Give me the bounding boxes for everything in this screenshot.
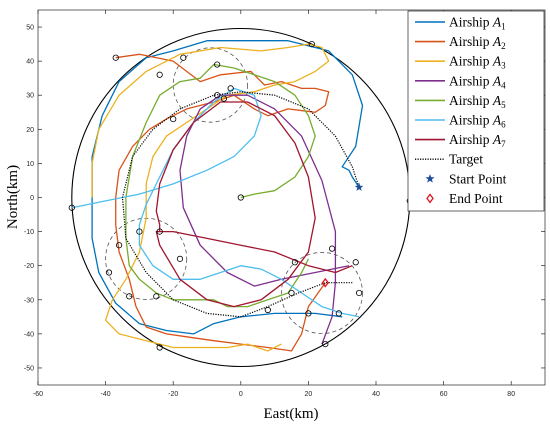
waypoint-marker-20 bbox=[352, 259, 359, 266]
x-axis-label: East(km) bbox=[264, 406, 319, 422]
legend-label: Airship A4 bbox=[449, 73, 506, 90]
waypoint-marker-7 bbox=[220, 95, 227, 102]
waypoint-marker-11 bbox=[237, 194, 244, 201]
x-tick-label: 0 bbox=[239, 391, 243, 398]
y-tick-label: 0 bbox=[30, 195, 34, 202]
waypoint-marker-26 bbox=[305, 310, 312, 317]
waypoint-marker-9 bbox=[170, 115, 177, 123]
waypoint-marker-22 bbox=[153, 293, 160, 300]
x-tick-label: 40 bbox=[372, 391, 380, 398]
y-tick-label: 10 bbox=[26, 161, 34, 168]
waypoint-marker-6 bbox=[227, 85, 234, 92]
waypoint-marker-14 bbox=[156, 228, 163, 235]
waypoint-marker-27 bbox=[335, 310, 342, 317]
series-airship-7 bbox=[155, 101, 353, 308]
legend-label: Airship A1 bbox=[449, 15, 506, 32]
y-tick-label: -30 bbox=[24, 297, 34, 304]
legend-label: Airship A5 bbox=[449, 93, 506, 110]
x-tick-label: 80 bbox=[507, 391, 515, 398]
dashed-circle-3 bbox=[280, 251, 363, 334]
waypoint-marker-3 bbox=[214, 61, 221, 68]
waypoint-marker-5 bbox=[156, 71, 163, 78]
waypoint-marker-19 bbox=[328, 245, 336, 252]
y-tick-label: 40 bbox=[26, 59, 34, 66]
waypoint-marker-15 bbox=[116, 242, 123, 249]
legend-label: Target bbox=[449, 152, 483, 167]
x-tick-label: -40 bbox=[101, 391, 111, 398]
waypoint-marker-13 bbox=[136, 228, 143, 235]
series-airship-6 bbox=[71, 87, 360, 318]
waypoint-marker-17 bbox=[105, 269, 113, 276]
legend-star-swatch bbox=[425, 174, 435, 183]
dashed-circle-1 bbox=[172, 47, 248, 123]
waypoint-marker-2 bbox=[180, 54, 187, 61]
x-tick-label: -20 bbox=[168, 391, 178, 398]
data-layer bbox=[68, 27, 413, 368]
series-airship-4 bbox=[179, 94, 350, 345]
y-axis-label: North(km) bbox=[5, 165, 21, 229]
waypoint-marker-16 bbox=[176, 255, 184, 262]
x-tick-label: 60 bbox=[440, 391, 448, 398]
x-tick-label: -60 bbox=[33, 391, 43, 398]
waypoint-marker-21 bbox=[126, 293, 133, 300]
waypoint-marker-1 bbox=[112, 54, 119, 61]
waypoint-marker-8 bbox=[214, 92, 221, 99]
legend: Airship A1 Airship A2 Airship A3 Airship A4… bbox=[407, 10, 545, 212]
target-trajectory bbox=[121, 91, 360, 318]
waypoint-marker-18 bbox=[291, 259, 298, 266]
y-tick-label: -50 bbox=[24, 365, 34, 372]
end-point-marker bbox=[321, 277, 329, 288]
series-airship-1 bbox=[91, 40, 364, 335]
waypoint-marker-25 bbox=[264, 306, 271, 314]
series-airship-5 bbox=[125, 63, 316, 308]
ticks-layer: -60 -40 -20 0 20 40 60 80 -50 -40 -30 -20 -10 0 10 20 30… bbox=[24, 10, 545, 398]
y-tick-label: 20 bbox=[26, 127, 34, 134]
waypoint-marker-23 bbox=[288, 289, 295, 297]
x-tick-label: 20 bbox=[305, 391, 313, 398]
y-tick-label: -10 bbox=[24, 229, 34, 236]
legend-label: Airship A6 bbox=[449, 113, 506, 130]
legend-diamond-swatch bbox=[426, 193, 434, 204]
y-tick-label: -20 bbox=[24, 263, 34, 270]
legend-label: Start Point bbox=[449, 171, 507, 186]
legend-label: Airship A3 bbox=[449, 54, 506, 71]
start-point-marker bbox=[354, 182, 364, 191]
y-tick-label: -40 bbox=[24, 331, 34, 338]
legend-label: Airship A7 bbox=[449, 132, 506, 149]
series-airship-2 bbox=[115, 53, 330, 352]
waypoint-marker-28 bbox=[156, 344, 163, 351]
waypoint-marker-4 bbox=[308, 40, 315, 48]
legend-label: End Point bbox=[449, 191, 503, 206]
waypoint-marker-29 bbox=[322, 340, 329, 348]
y-tick-label: 30 bbox=[26, 93, 34, 100]
waypoint-marker-24 bbox=[355, 289, 363, 297]
waypoint-marker-10 bbox=[68, 204, 75, 211]
legend-label: Airship A2 bbox=[449, 34, 506, 51]
y-tick-label: 50 bbox=[26, 25, 34, 32]
